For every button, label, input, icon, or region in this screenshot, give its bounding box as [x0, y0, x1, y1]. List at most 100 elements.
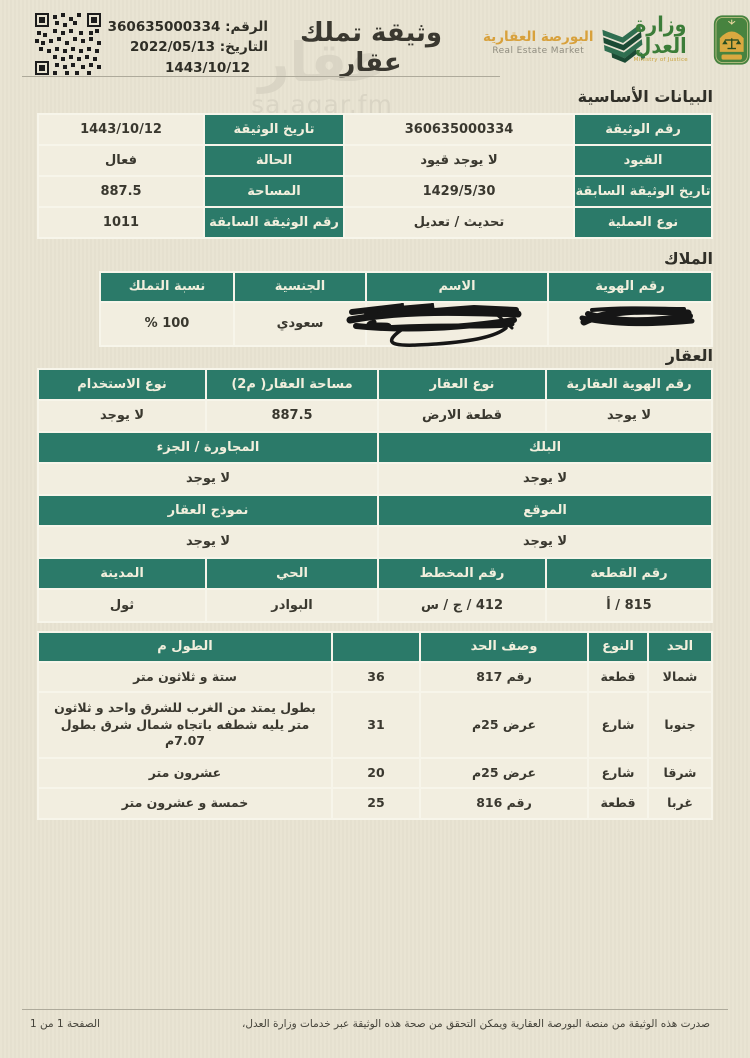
redaction-scribble-id: [579, 306, 695, 327]
column-header: [333, 633, 419, 661]
boundary-length-text-cell: ستة و ثلاثون متر: [39, 663, 331, 691]
column-header: الحالة: [205, 146, 343, 175]
column-header: الاسم: [367, 273, 547, 301]
boundary-side-cell: شرقا: [649, 759, 711, 787]
boundary-desc-cell: عرض 25م: [421, 693, 587, 757]
column-header: رقم الوثيقة: [575, 115, 711, 144]
boundary-type-cell: قطعة: [589, 663, 647, 691]
table-cell: البوادر: [207, 590, 377, 621]
section-title-basic-data: البيانات الأساسية: [577, 87, 713, 106]
rem-english-label: Real Estate Market: [492, 45, 585, 56]
qr-code-icon: [35, 13, 101, 75]
basic-data-table: رقم الوثيقة 360635000334 تاريخ الوثيقة 1…: [37, 113, 713, 239]
boundary-side-cell: جنوبا: [649, 693, 711, 757]
redaction-scribble-name: [346, 303, 522, 347]
moj-emblem-icon: [713, 15, 750, 65]
column-header: تاريخ الوثيقة السابقة: [575, 177, 711, 206]
column-header: القيود: [575, 146, 711, 175]
boundary-type-cell: شارع: [589, 759, 647, 787]
watermark: عقار sa.aqar.fm: [222, 31, 422, 120]
column-header: رقم الهوية: [549, 273, 711, 301]
column-header: رقم الهوية العقارية: [547, 370, 711, 399]
boundary-desc-cell: رقم 817: [421, 663, 587, 691]
document-meta: الرقم: 360635000334 التاريخ: 2022/05/13 …: [96, 17, 268, 78]
document-date-gregorian: التاريخ: 2022/05/13: [130, 39, 268, 56]
table-cell: قطعة الارض: [379, 401, 545, 431]
column-header: المجاورة / الجزء: [39, 433, 377, 462]
table-cell: 360635000334: [345, 115, 573, 144]
boundaries-table: الحد النوع وصف الحد الطول م شمالا قطعة ر…: [37, 631, 713, 820]
column-header: الحي: [207, 559, 377, 588]
property-table: رقم الهوية العقارية نوع العقار مساحة الع…: [37, 368, 713, 623]
column-header: المدينة: [39, 559, 205, 588]
column-header: مساحة العقار( م2): [207, 370, 377, 399]
table-cell: تحديث / تعديل: [345, 208, 573, 237]
rem-arabic-label: البورصة العقارية: [483, 28, 594, 45]
column-header: الطول م: [39, 633, 331, 661]
header-divider: [22, 76, 500, 77]
boundary-side-cell: غربا: [649, 789, 711, 818]
footer-divider: [22, 1009, 728, 1010]
table-cell: لا يوجد قيود: [345, 146, 573, 175]
column-header: نسبة التملك: [101, 273, 233, 301]
column-header: رقم المخطط: [379, 559, 545, 588]
boundary-length-text-cell: عشرون متر: [39, 759, 331, 787]
page-number: الصفحة 1 من 1: [30, 1018, 100, 1030]
table-cell: 887.5: [39, 177, 203, 206]
boundary-length-text-cell: خمسة و عشرون متر: [39, 789, 331, 818]
owner-share-cell: 100 %: [101, 303, 233, 345]
real-estate-market-logo-text: البورصة العقارية Real Estate Market: [483, 29, 594, 57]
document-date-hijri: 1443/10/12: [164, 59, 250, 76]
table-cell: ثول: [39, 590, 205, 621]
column-header: المساحة: [205, 177, 343, 206]
column-header: رقم القطعة: [547, 559, 711, 588]
document-number: الرقم: 360635000334: [107, 19, 268, 35]
boundary-desc-cell: عرض 25م: [421, 759, 587, 787]
moj-english-label: Ministry of Justice: [633, 56, 688, 63]
boundary-side-cell: شمالا: [649, 663, 711, 691]
table-cell: لا يوجد: [379, 464, 711, 494]
boundary-type-cell: قطعة: [589, 789, 647, 818]
table-cell: 1429/5/30: [345, 177, 573, 206]
table-cell: لا يوجد: [547, 401, 711, 431]
table-cell: 815 / أ: [547, 590, 711, 621]
column-header: الجنسية: [235, 273, 365, 301]
column-header: نوع الاستخدام: [39, 370, 205, 399]
table-cell: لا يوجد: [379, 527, 711, 557]
footer-note: صدرت هذه الوثيقة من منصة البورصة العقاري…: [241, 1018, 710, 1030]
ministry-of-justice-logo: وزارة العدل Ministry of Justice: [614, 10, 750, 70]
column-header: النوع: [589, 633, 647, 661]
boundary-type-cell: شارع: [589, 693, 647, 757]
page-title: وثيقة تملك عقار: [299, 18, 443, 78]
real-estate-market-logo: البورصة العقارية Real Estate Market: [483, 22, 645, 64]
column-header: تاريخ الوثيقة: [205, 115, 343, 144]
boundary-length-text-cell: بطول يمتد من الغرب للشرق واحد و ثلاثون م…: [39, 693, 331, 757]
table-cell: 1443/10/12: [39, 115, 203, 144]
boundary-length-num-cell: 25: [333, 789, 419, 818]
table-cell: 412 / ج / س: [379, 590, 545, 621]
boundary-length-num-cell: 20: [333, 759, 419, 787]
table-cell: 1011: [39, 208, 203, 237]
column-header: البلك: [379, 433, 711, 462]
watermark-arabic: عقار: [258, 31, 386, 94]
column-header: نموذج العقار: [39, 496, 377, 525]
chevron-stack-icon: [601, 23, 645, 63]
table-cell: لا يوجد: [39, 527, 377, 557]
column-header: نوع العملية: [575, 208, 711, 237]
column-header: الحد: [649, 633, 711, 661]
boundary-length-num-cell: 36: [333, 663, 419, 691]
boundary-desc-cell: رقم 816: [421, 789, 587, 818]
column-header: رقم الوثيقة السابقة: [205, 208, 343, 237]
table-cell: فعال: [39, 146, 203, 175]
boundary-length-num-cell: 31: [333, 693, 419, 757]
column-header: الموقع: [379, 496, 711, 525]
table-cell: لا يوجد: [39, 401, 205, 431]
moj-logo-text: وزارة العدل Ministry of Justice: [614, 14, 708, 64]
table-cell: 887.5: [207, 401, 377, 431]
column-header: نوع العقار: [379, 370, 545, 399]
owner-nationality-cell: سعودي: [235, 303, 365, 345]
section-title-owners: الملاك: [663, 249, 713, 268]
table-cell: لا يوجد: [39, 464, 377, 494]
section-title-property: العقار: [665, 346, 713, 365]
